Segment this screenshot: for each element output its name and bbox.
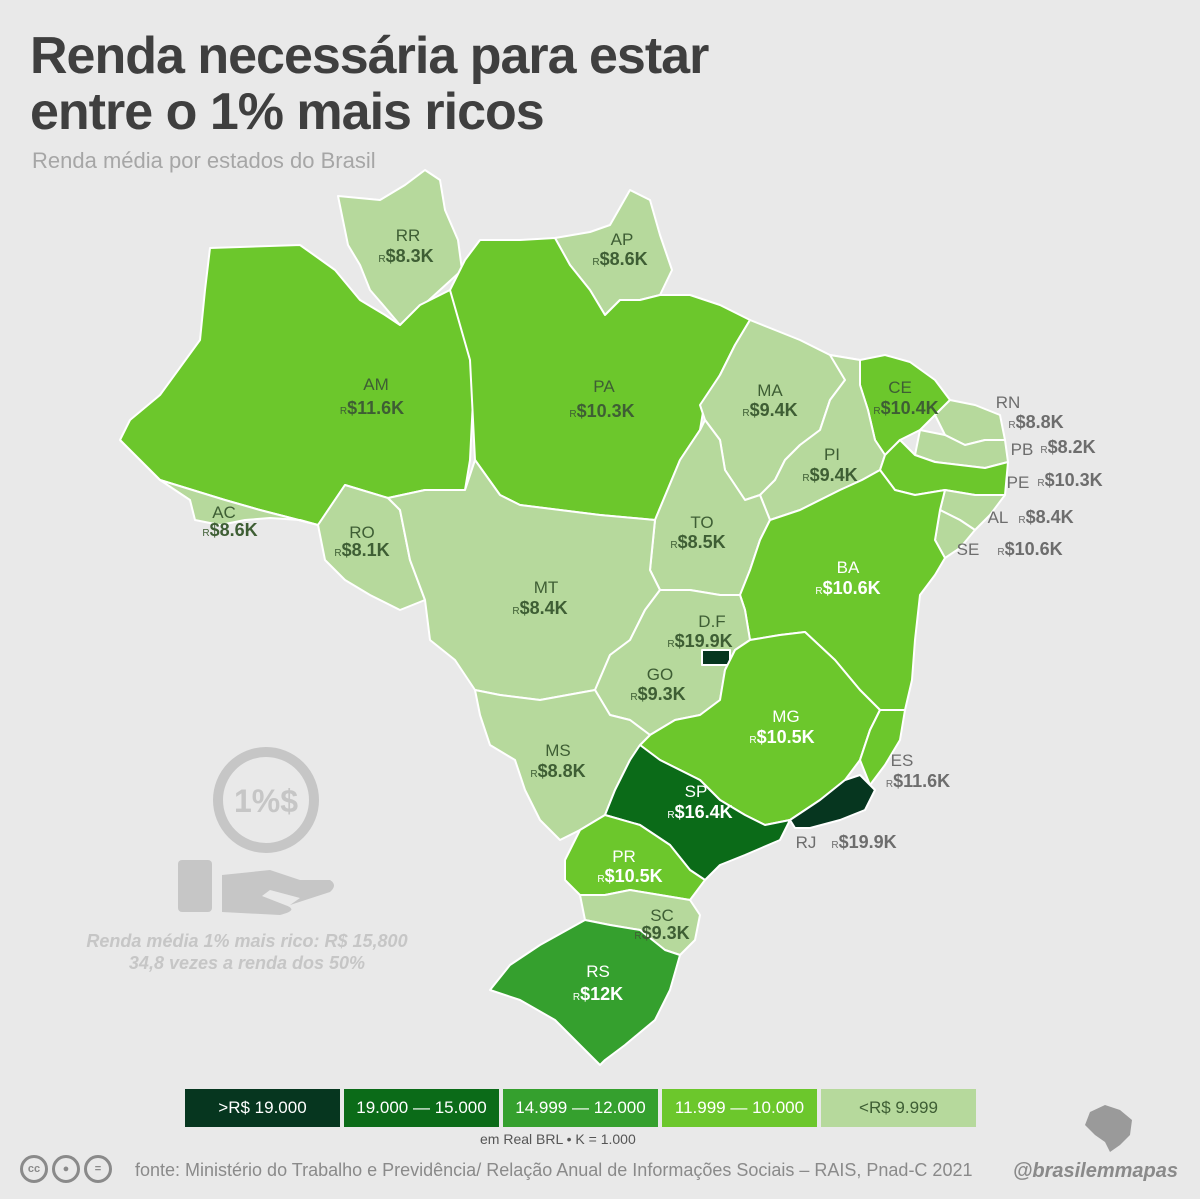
state-rs[interactable]	[489, 919, 681, 1066]
label-ma-abbr: MA	[757, 381, 783, 400]
label-pe-abbr: PE	[1007, 473, 1030, 492]
label-ba-abbr: BA	[837, 558, 860, 577]
label-ba-value: R$10.6K	[815, 578, 880, 598]
label-ce-abbr: CE	[888, 378, 912, 397]
label-to-abbr: TO	[690, 513, 713, 532]
label-se-value: R$10.6K	[997, 539, 1062, 559]
label-al-value: R$8.4K	[1018, 507, 1073, 527]
label-pb-abbr: PB	[1011, 440, 1034, 459]
label-am-abbr: AM	[363, 375, 389, 394]
brazil-silhouette-icon	[1085, 1105, 1132, 1152]
label-mt-abbr: MT	[534, 578, 559, 597]
state-ac[interactable]	[119, 439, 319, 526]
label-ap-abbr: AP	[611, 230, 634, 249]
by-icon: ●	[52, 1155, 80, 1183]
label-rj-value: R$19.9K	[831, 832, 896, 852]
legend: >R$ 19.000 19.000 — 15.000 14.999 — 12.000…	[185, 1089, 976, 1127]
legend-note: em Real BRL • K = 1.000	[480, 1131, 636, 1147]
state-rr[interactable]	[337, 169, 463, 326]
label-rs-abbr: RS	[586, 962, 610, 981]
brazil-map: AMR$11.6KRRR$8.3KAPR$8.6KPAR$10.3KMAR$9.…	[119, 169, 1103, 1066]
label-ce-value: R$10.4K	[873, 398, 938, 418]
label-se-abbr: SE	[957, 540, 980, 559]
label-rr-abbr: RR	[396, 226, 421, 245]
label-pi-abbr: PI	[824, 445, 840, 464]
label-go-abbr: GO	[647, 665, 673, 684]
info-line1: Renda média 1% mais rico: R$ 15,800	[86, 931, 408, 951]
legend-item-1: >R$ 19.000	[185, 1089, 340, 1127]
label-to-value: R$8.5K	[670, 532, 725, 552]
label-es-abbr: ES	[891, 751, 914, 770]
map-subtitle: Renda média por estados do Brasil	[32, 148, 376, 173]
label-ap-value: R$8.6K	[592, 249, 647, 269]
legend-item-2: 19.000 — 15.000	[344, 1089, 499, 1127]
label-sp-abbr: SP	[685, 782, 708, 801]
cc-license: cc ● =	[20, 1155, 112, 1183]
nd-icon: =	[84, 1155, 112, 1183]
label-pa-value: R$10.3K	[569, 401, 634, 421]
label-ac-value: R$8.6K	[202, 520, 257, 540]
info-text: Renda média 1% mais rico: R$ 15,800 34,8…	[82, 930, 412, 974]
label-pe-value: R$10.3K	[1037, 470, 1102, 490]
legend-item-4: 11.999 — 10.000	[662, 1089, 817, 1127]
legend-item-5: <R$ 9.999	[821, 1089, 976, 1127]
hand-icon	[178, 860, 334, 915]
cc-icon: cc	[20, 1155, 48, 1183]
label-pb-value: R$8.2K	[1040, 437, 1095, 457]
label-go-value: R$9.3K	[630, 684, 685, 704]
label-rj-abbr: RJ	[796, 833, 817, 852]
source-text: fonte: Ministério do Trabalho e Previdên…	[135, 1160, 973, 1180]
label-sc-value: R$9.3K	[634, 923, 689, 943]
coin-icon-text: 1%$	[234, 783, 298, 819]
state-es[interactable]	[859, 709, 906, 786]
label-pa-abbr: PA	[593, 377, 615, 396]
label-ro-value: R$8.1K	[334, 540, 389, 560]
label-df-value: R$19.9K	[667, 631, 732, 651]
label-mg-abbr: MG	[772, 707, 799, 726]
label-ro-abbr: RO	[349, 523, 375, 542]
label-ms-value: R$8.8K	[530, 761, 585, 781]
label-rn-value: R$8.8K	[1008, 412, 1063, 432]
label-mg-value: R$10.5K	[749, 727, 814, 747]
label-rn-abbr: RN	[996, 393, 1021, 412]
label-df-abbr: D.F	[698, 612, 725, 631]
map-title: Renda necessária para estar entre o 1% m…	[30, 27, 709, 141]
state-labels: AMR$11.6KRRR$8.3KAPR$8.6KPAR$10.3KMAR$9.…	[202, 226, 1102, 1004]
legend-item-3: 14.999 — 12.000	[503, 1089, 658, 1127]
label-ms-abbr: MS	[545, 741, 571, 760]
label-sc-abbr: SC	[650, 906, 674, 925]
label-pi-value: R$9.4K	[802, 465, 857, 485]
label-es-value: R$11.6K	[886, 771, 950, 791]
label-rs-value: R$12K	[573, 984, 623, 1004]
label-am-value: R$11.6K	[340, 398, 404, 418]
label-pr-abbr: PR	[612, 847, 636, 866]
label-sp-value: R$16.4K	[667, 802, 732, 822]
label-al-abbr: AL	[988, 508, 1009, 527]
label-rr-value: R$8.3K	[378, 246, 433, 266]
brand-handle: @brasilemmapas	[1012, 1160, 1178, 1182]
coin-icon: 1%$	[213, 747, 319, 853]
label-ac-abbr: AC	[212, 503, 236, 522]
info-line2: 34,8 vezes a renda dos 50%	[128, 953, 366, 973]
label-ma-value: R$9.4K	[742, 400, 797, 420]
state-df[interactable]	[701, 649, 731, 666]
label-mt-value: R$8.4K	[512, 598, 567, 618]
state-rj[interactable]	[789, 774, 876, 829]
label-pr-value: R$10.5K	[597, 866, 662, 886]
